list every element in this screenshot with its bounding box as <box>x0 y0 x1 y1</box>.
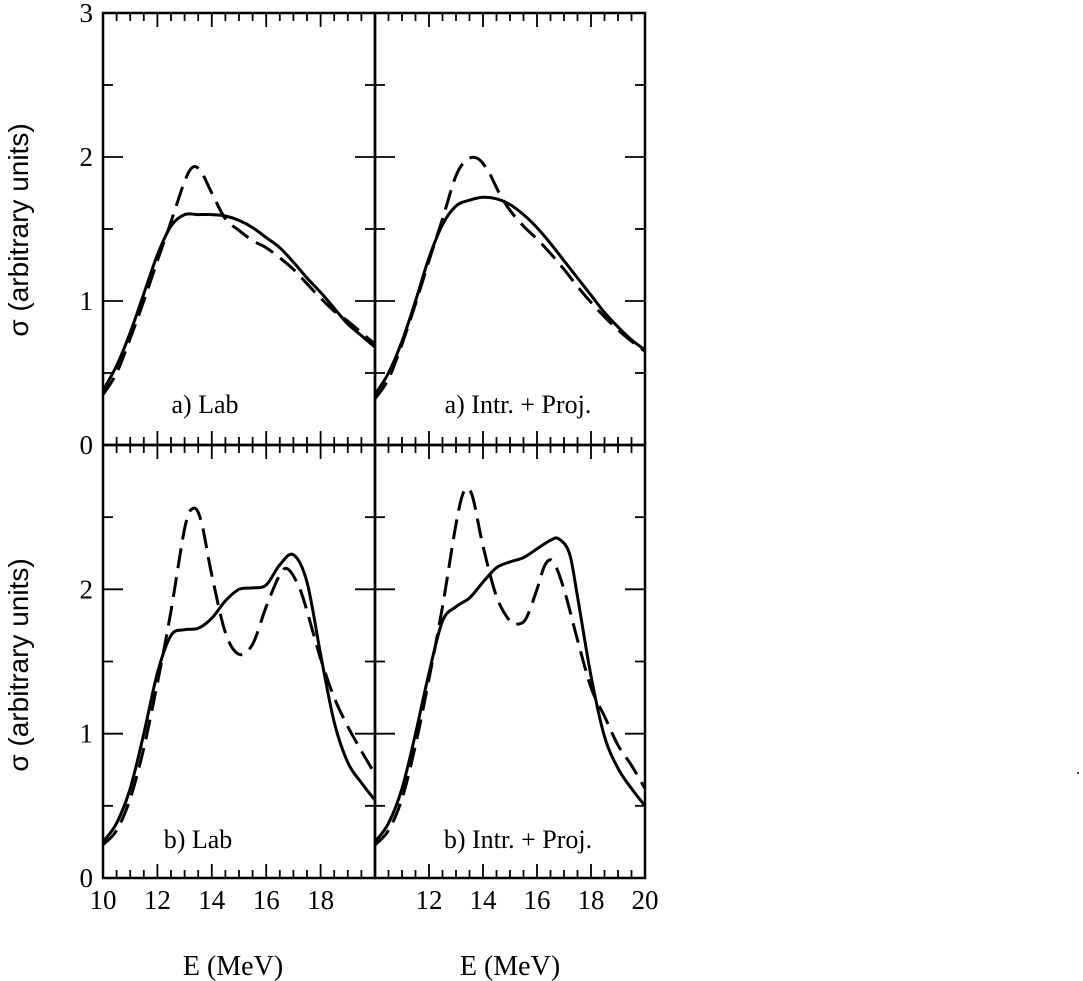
y-tick-label: 1 <box>80 286 94 316</box>
x-tick-label: 16 <box>524 885 551 915</box>
panel-label: a) Lab <box>171 390 238 419</box>
y-tick-label: 3 <box>80 0 94 28</box>
x-tick-label: 18 <box>307 885 334 915</box>
x-tick-label: 18 <box>578 885 605 915</box>
series-dashed <box>373 486 647 846</box>
y-tick-label: 0 <box>80 863 94 893</box>
x-tick-label: 16 <box>253 885 280 915</box>
panel-frame <box>101 443 377 880</box>
x-tick-label: 12 <box>416 885 443 915</box>
series-solid <box>373 536 647 843</box>
y-tick-label: 2 <box>80 574 94 604</box>
panel-frame <box>373 11 647 447</box>
series-dashed <box>373 155 646 400</box>
panel-label: a) Intr. + Proj. <box>445 390 592 419</box>
stray-dot <box>1077 772 1079 774</box>
x-axis-title-left: E (MeV) <box>183 951 283 981</box>
series-solid <box>101 212 376 392</box>
panel-label: b) Intr. + Proj. <box>444 825 592 854</box>
x-tick-label: 14 <box>198 885 226 915</box>
x-axis-title-right: E (MeV) <box>460 951 560 981</box>
y-tick-label: 0 <box>80 430 94 460</box>
x-tick-label: 14 <box>470 885 498 915</box>
panel-frame <box>373 443 647 880</box>
x-tick-label: 10 <box>90 885 117 915</box>
panel-bottom-right: 12 14 16 18 20 b) Intr. + Proj. <box>373 443 659 915</box>
series-dashed <box>101 506 377 846</box>
x-tick-label: 20 <box>632 885 659 915</box>
series-solid <box>373 195 646 396</box>
series-dashed <box>101 164 376 396</box>
y-axis-title-bottom: σ (arbitrary units) <box>3 558 34 771</box>
y-axis-title-top: σ (arbitrary units) <box>3 123 34 336</box>
panel-label: b) Lab <box>164 825 233 854</box>
series-solid <box>101 552 377 843</box>
x-tick-label: 12 <box>144 885 171 915</box>
panel-top-right: a) Intr. + Proj. <box>373 11 647 447</box>
y-tick-label: 1 <box>80 719 94 749</box>
panel-top-left: 0 1 2 3 a) Lab <box>80 0 377 460</box>
y-tick-label: 2 <box>80 142 94 172</box>
